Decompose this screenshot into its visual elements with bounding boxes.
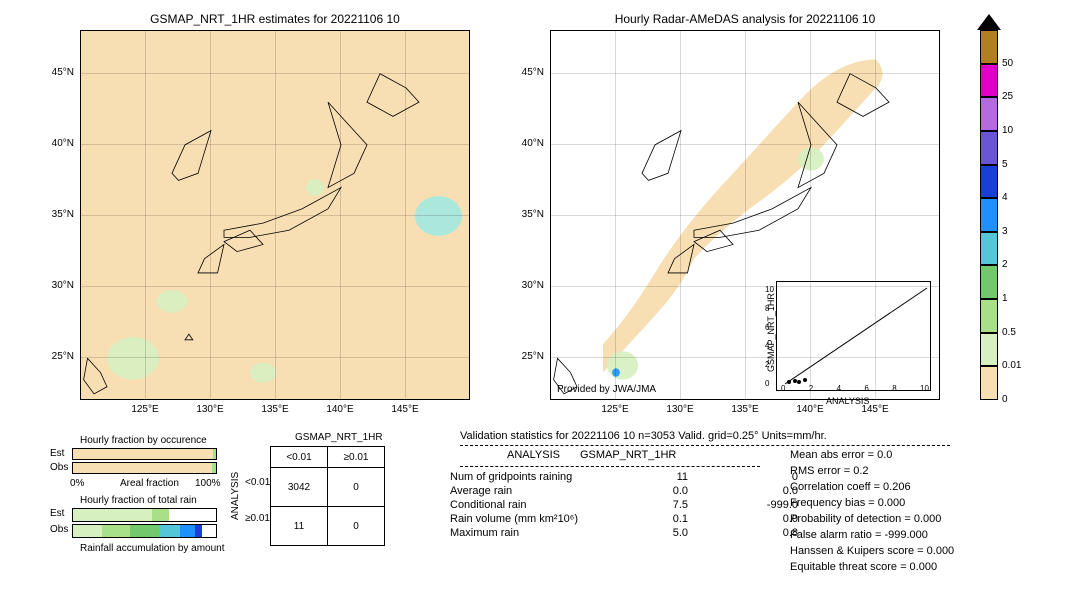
lat-tick: 40°N bbox=[44, 138, 74, 149]
colorbar-tick: 3 bbox=[1002, 226, 1008, 237]
lat-tick: 45°N bbox=[514, 67, 544, 78]
lon-tick: 135°E bbox=[260, 404, 290, 415]
colorbar-tick: 0.5 bbox=[1002, 327, 1016, 338]
colorbar-tick: 2 bbox=[1002, 259, 1008, 270]
lat-tick: 35°N bbox=[514, 209, 544, 220]
lat-tick: 40°N bbox=[514, 138, 544, 149]
cell-0-1: 0 bbox=[328, 468, 385, 507]
lon-tick: 130°E bbox=[195, 404, 225, 415]
stats-headline: Validation statistics for 20221106 10 n=… bbox=[460, 430, 827, 442]
th-2: GSMAP_NRT_1HR bbox=[570, 448, 686, 462]
lat-tick: 30°N bbox=[514, 280, 544, 291]
lat-tick: 30°N bbox=[44, 280, 74, 291]
lon-tick: 145°E bbox=[390, 404, 420, 415]
metric-line: Equitable threat score = 0.000 bbox=[790, 560, 954, 576]
colorbar-tick: 1 bbox=[1002, 293, 1008, 304]
cell-1-1: 0 bbox=[328, 507, 385, 546]
total-note: Rainfall accumulation by amount bbox=[80, 543, 225, 554]
lat-tick: 45°N bbox=[44, 67, 74, 78]
lon-tick: 125°E bbox=[600, 404, 630, 415]
metric-line: Probability of detection = 0.000 bbox=[790, 512, 954, 528]
colorbar-tick: 0.01 bbox=[1002, 360, 1021, 371]
total-title: Hourly fraction of total rain bbox=[80, 495, 197, 506]
inset-ylabel: GSMAP_NRT_1HR bbox=[766, 293, 776, 372]
headline-divider bbox=[460, 445, 950, 446]
col-h-0: <0.01 bbox=[271, 447, 328, 468]
col-h-1: ≥0.01 bbox=[328, 447, 385, 468]
contingency-top: GSMAP_NRT_1HR bbox=[295, 432, 383, 443]
occurrence-axis-mid: Areal fraction bbox=[120, 478, 179, 489]
metric-line: RMS error = 0.2 bbox=[790, 464, 954, 480]
lat-tick: 25°N bbox=[514, 351, 544, 362]
metric-line: False alarm ratio = -999.000 bbox=[790, 528, 954, 544]
th-1: ANALYSIS bbox=[460, 448, 570, 462]
contingency-side: ANALYSIS bbox=[230, 472, 241, 520]
stats-table: ANALYSIS GSMAP_NRT_1HR bbox=[440, 448, 686, 462]
left-map-title: GSMAP_NRT_1HR estimates for 20221106 10 bbox=[80, 12, 470, 26]
table-divider bbox=[460, 466, 760, 467]
lon-tick: 135°E bbox=[730, 404, 760, 415]
lon-tick: 130°E bbox=[665, 404, 695, 415]
cell-0-0: 3042 bbox=[271, 468, 328, 507]
lon-tick: 125°E bbox=[130, 404, 160, 415]
colorbar-tick: 0 bbox=[1002, 394, 1008, 405]
inset-xlabel: ANALYSIS bbox=[826, 396, 869, 406]
lon-tick: 140°E bbox=[325, 404, 355, 415]
provider-label: Provided by JWA/JMA bbox=[557, 384, 656, 395]
lat-tick: 25°N bbox=[44, 351, 74, 362]
colorbar-tick: 25 bbox=[1002, 91, 1013, 102]
metric-line: Hanssen & Kuipers score = 0.000 bbox=[790, 544, 954, 560]
lon-tick: 140°E bbox=[795, 404, 825, 415]
scatter-inset: 00224466881010 bbox=[776, 281, 931, 391]
colorbar bbox=[980, 30, 998, 400]
metric-line: Correlation coeff = 0.206 bbox=[790, 480, 954, 496]
th-0 bbox=[440, 448, 460, 462]
colorbar-tick: 50 bbox=[1002, 58, 1013, 69]
occurrence-title: Hourly fraction by occurence bbox=[80, 435, 207, 446]
metrics-block: Mean abs error = 0.0RMS error = 0.2Corre… bbox=[790, 448, 954, 576]
stats-table-body: Num of gridpoints raining110Average rain… bbox=[440, 470, 808, 540]
row-h-0: <0.01 bbox=[245, 477, 267, 488]
metric-line: Mean abs error = 0.0 bbox=[790, 448, 954, 464]
contingency-table: <0.01 ≥0.01 3042 0 11 0 bbox=[270, 446, 385, 546]
colorbar-tick: 4 bbox=[1002, 192, 1008, 203]
right-map-title: Hourly Radar-AMeDAS analysis for 2022110… bbox=[550, 12, 940, 26]
lat-tick: 35°N bbox=[44, 209, 74, 220]
occurrence-axis-right: 100% bbox=[195, 478, 221, 489]
row-h-1: ≥0.01 bbox=[245, 513, 267, 524]
colorbar-tick: 5 bbox=[1002, 159, 1008, 170]
metric-line: Frequency bias = 0.000 bbox=[790, 496, 954, 512]
cell-1-0: 11 bbox=[271, 507, 328, 546]
occurrence-axis-left: 0% bbox=[70, 478, 84, 489]
colorbar-tick: 10 bbox=[1002, 125, 1013, 136]
